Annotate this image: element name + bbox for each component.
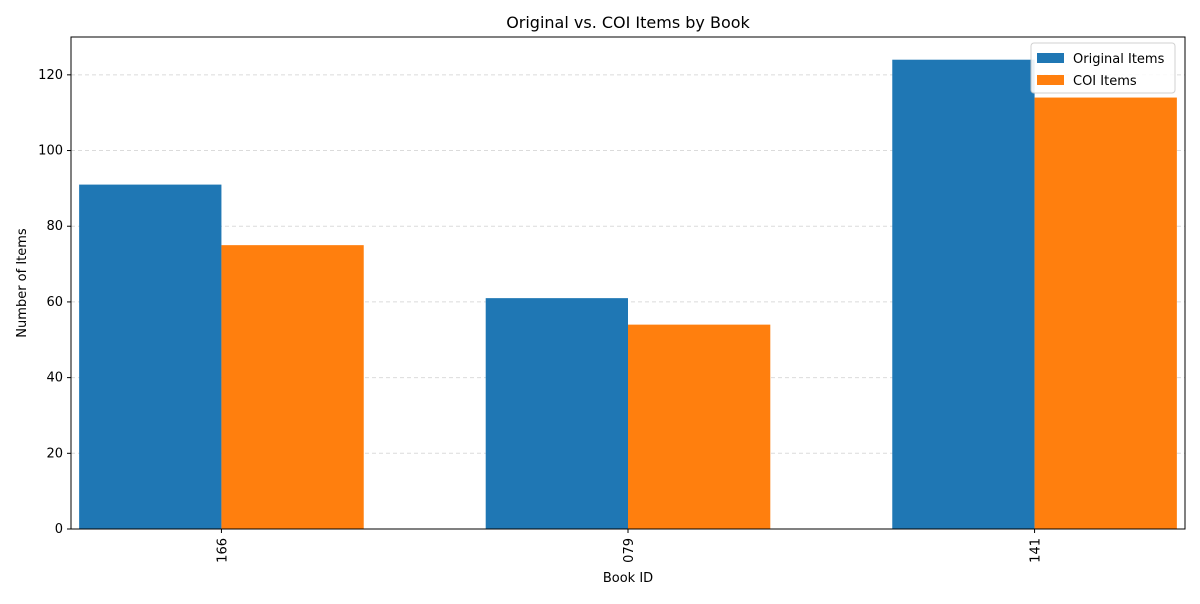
legend-swatch-coi-items — [1037, 75, 1064, 85]
x-tick-label: 166 — [215, 538, 230, 563]
y-tick-label: 120 — [38, 68, 63, 83]
y-axis: 0 20 40 60 80 100 120 — [38, 68, 71, 537]
legend: Original Items COI Items — [1030, 42, 1176, 94]
x-tick-label: 079 — [622, 538, 637, 563]
bar-original-items-166 — [79, 184, 222, 529]
y-tick-label: 40 — [46, 371, 63, 386]
x-tick-label: 141 — [1029, 538, 1044, 563]
bars — [79, 59, 1177, 530]
y-tick-label: 0 — [55, 522, 63, 537]
x-axis-label: Book ID — [603, 571, 653, 586]
bar-coi-items-166 — [221, 245, 364, 529]
y-axis-label: Number of Items — [15, 228, 30, 338]
legend-box — [1030, 42, 1176, 94]
y-tick-label: 20 — [46, 446, 63, 461]
bar-original-items-141 — [892, 59, 1035, 529]
y-tick-label: 80 — [46, 219, 63, 234]
bar-original-items-079 — [485, 298, 628, 529]
legend-label-original-items: Original Items — [1073, 52, 1165, 67]
x-axis: 166 079 141 — [215, 529, 1044, 563]
chart-title: Original vs. COI Items by Book — [506, 13, 750, 32]
bar-coi-items-141 — [1034, 97, 1177, 530]
bar-coi-items-079 — [628, 324, 771, 529]
y-tick-label: 60 — [46, 295, 63, 310]
legend-swatch-original-items — [1037, 53, 1064, 63]
legend-label-coi-items: COI Items — [1073, 74, 1137, 89]
y-tick-label: 100 — [38, 144, 63, 159]
